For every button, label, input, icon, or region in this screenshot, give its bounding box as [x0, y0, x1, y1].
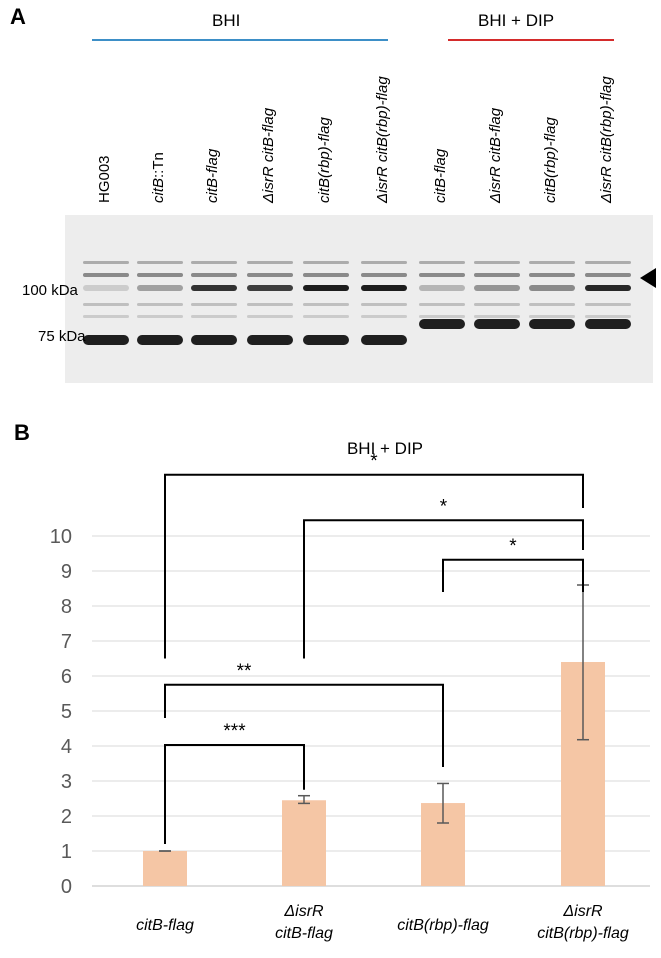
blot-lane: [247, 261, 293, 345]
blot-lane: [83, 261, 129, 345]
y-tick-label: 10: [50, 526, 72, 548]
significance-bracket: *: [164, 451, 584, 659]
blot-lane: [303, 261, 349, 345]
blot-lane: [585, 261, 631, 329]
significance-bracket: *: [303, 496, 584, 659]
lane-label: citB-flag: [432, 148, 449, 203]
significance-label: *: [509, 536, 517, 557]
x-category-label: ΔisrR citB-flag: [275, 903, 333, 942]
blot-lane: [137, 261, 183, 345]
y-tick-label: 8: [61, 596, 72, 618]
significance-bracket: **: [164, 661, 444, 767]
significance-bracket: *: [442, 536, 584, 592]
marker-75-kda: 75 kDa: [38, 328, 86, 345]
chart-title: BHI + DIP: [347, 440, 423, 458]
blot-lane: [191, 261, 237, 345]
blot-lane: [529, 261, 575, 329]
y-tick-label: 4: [61, 736, 72, 758]
bar: [282, 800, 326, 886]
significance-label: *: [370, 451, 378, 472]
y-tick-label: 6: [61, 666, 72, 688]
group-line-bhi-dip: [448, 39, 614, 41]
panel-b-letter: B: [14, 420, 30, 445]
lane-label: ΔisrR citB(rbp)-flag: [598, 76, 615, 203]
western-blot-image: [65, 215, 653, 383]
x-category-label: ΔisrR citB(rbp)-flag: [537, 903, 629, 942]
x-category-label: citB-flag: [136, 917, 194, 934]
significance-label: ***: [223, 721, 246, 742]
y-tick-label: 5: [61, 701, 72, 723]
arrowhead-icon: [640, 268, 656, 288]
y-tick-label: 3: [61, 771, 72, 793]
y-tick-label: 0: [61, 876, 72, 898]
error-bar: [298, 794, 310, 805]
y-tick-label: 9: [61, 561, 72, 583]
lane-label: citB(rbp)-flag: [542, 117, 559, 203]
blot-lane: [474, 261, 520, 329]
significance-bracket: ***: [164, 721, 305, 844]
lane-label: ΔisrR citB(rbp)-flag: [374, 76, 391, 203]
x-category-label: citB(rbp)-flag: [397, 917, 489, 934]
group-label-bhi-dip: BHI + DIP: [478, 11, 555, 30]
blot-lane: [361, 261, 407, 345]
group-label-bhi: BHI: [212, 11, 241, 30]
bar-chart: BHI + DIP012345678910********citB-flagΔi…: [50, 440, 650, 942]
blot-lane: [419, 261, 465, 329]
marker-100-kda: 100 kDa: [22, 282, 78, 299]
lane-label: citB::Tn: [150, 152, 167, 203]
lane-label: ΔisrR citB-flag: [260, 107, 277, 203]
lane-label: HG003: [96, 155, 113, 203]
lane-label: citB(rbp)-flag: [316, 117, 333, 203]
y-tick-label: 2: [61, 806, 72, 828]
error-bar: [437, 782, 449, 824]
panel-a-letter: A: [10, 4, 26, 29]
significance-label: **: [237, 661, 252, 682]
bar: [143, 851, 187, 886]
significance-label: *: [440, 496, 448, 517]
lane-label: citB-flag: [204, 148, 221, 203]
y-tick-label: 7: [61, 631, 72, 653]
group-line-bhi: [92, 39, 388, 41]
lane-label: ΔisrR citB-flag: [487, 107, 504, 203]
y-tick-label: 1: [61, 841, 72, 863]
